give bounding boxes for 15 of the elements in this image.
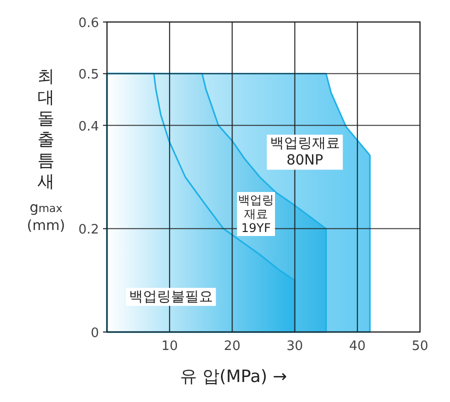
x-axis-title: 유 압(MPa) → [180, 367, 287, 387]
y-tick-label: 0.4 [78, 119, 99, 134]
y-tick-label: 0 [90, 326, 99, 341]
x-tick-label: 30 [286, 339, 304, 354]
x-tick-label: 10 [161, 339, 178, 354]
annotation: 백업링재료 80NP [270, 136, 340, 169]
x-tick-label: 40 [349, 339, 366, 354]
x-tick-label: 50 [412, 339, 428, 354]
annotation: 백업링불필요 [128, 288, 213, 305]
x-tick-label: 20 [224, 339, 240, 354]
text: 최대돌출틈새 gmax (mm) [26, 67, 66, 234]
annotation: 백업링 재료 19YF [238, 193, 274, 236]
y-tick-label: 0.5 [78, 68, 99, 83]
y-tick-label: 0.6 [78, 16, 99, 31]
y-tick-label: 0.2 [78, 222, 99, 238]
